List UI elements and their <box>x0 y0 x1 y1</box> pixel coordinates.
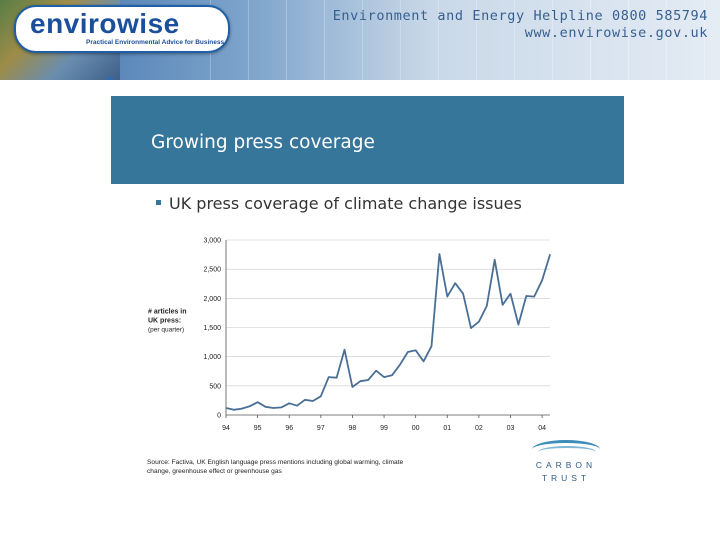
x-tick-label: 04 <box>538 425 546 432</box>
data-point <box>257 401 259 403</box>
x-tick-label: 99 <box>380 425 388 432</box>
y-axis-subtitle: (per quarter) <box>148 327 184 334</box>
data-point <box>430 345 433 347</box>
y-axis-title-line: UK press: <box>148 318 181 325</box>
data-point <box>359 380 361 382</box>
data-point <box>249 405 251 407</box>
data-point <box>454 282 456 284</box>
data-point <box>225 407 227 409</box>
data-point <box>296 405 298 407</box>
envirowise-logo[interactable]: envirowise Practical Environmental Advic… <box>14 5 230 53</box>
data-point <box>264 406 267 408</box>
data-point <box>549 253 551 256</box>
data-point <box>541 279 543 281</box>
data-point <box>478 321 480 323</box>
data-point <box>272 407 275 409</box>
data-point <box>407 351 409 353</box>
x-tick-label: 96 <box>285 425 293 432</box>
press-coverage-chart: 0 500 1,000 1,500 2,000 2,500 3,000 94 95 96 97 98 9… <box>148 238 551 432</box>
helpline-text: Environment and Energy Helpline 0800 585… <box>332 8 708 24</box>
x-tick-label: 97 <box>317 425 325 432</box>
data-point <box>241 407 243 410</box>
data-point <box>233 409 235 411</box>
data-point <box>501 304 504 306</box>
helpline-block: Environment and Energy Helpline 0800 585… <box>333 8 708 42</box>
x-tick-label: 03 <box>507 425 515 432</box>
x-tick-label: 00 <box>412 425 420 432</box>
data-point <box>320 395 322 397</box>
data-point <box>509 293 512 295</box>
x-tick-label: 01 <box>443 425 451 432</box>
data-point <box>375 370 377 372</box>
data-point <box>367 379 369 381</box>
data-point <box>494 259 496 261</box>
data-point <box>486 305 488 307</box>
logo-tagline: Practical Environmental Advice for Busin… <box>86 39 225 46</box>
data-point <box>383 376 385 378</box>
data-point <box>288 402 290 404</box>
data-point <box>422 360 425 362</box>
header-decoration <box>210 0 720 80</box>
carbon-trust-swoosh-icon <box>532 440 600 459</box>
data-point <box>328 376 330 378</box>
data-point <box>533 295 535 298</box>
data-point <box>312 400 314 402</box>
x-tick-label: 95 <box>254 425 262 432</box>
data-point <box>351 386 354 388</box>
carbon-trust-swoosh-icon-inner <box>538 446 596 458</box>
data-point <box>446 295 448 298</box>
series-line <box>225 253 551 411</box>
bullet-point: UK press coverage of climate change issu… <box>156 194 522 213</box>
x-tick-label: 94 <box>222 425 230 432</box>
x-tick-label: 02 <box>475 425 483 432</box>
data-point <box>280 406 282 409</box>
header-banner: envirowise Practical Environmental Advic… <box>0 0 720 80</box>
data-point <box>525 295 527 297</box>
bullet-square-icon <box>156 200 161 205</box>
data-point <box>470 327 472 329</box>
y-axis-title-line: # articles in <box>148 309 187 316</box>
data-point <box>462 293 464 295</box>
logo-text: envirowise <box>30 8 180 39</box>
y-tick-label: 2,000 <box>203 296 221 303</box>
data-point <box>517 323 519 326</box>
data-point <box>343 349 346 351</box>
slide-title: Growing press coverage <box>151 132 375 153</box>
carbon-trust-logo: CARBON TRUST <box>528 440 604 490</box>
title-band: Growing press coverage <box>111 96 624 184</box>
data-point <box>391 374 393 376</box>
trust-word: TRUST <box>541 473 591 483</box>
y-tick-label: 1,500 <box>203 325 221 332</box>
y-tick-label: 500 <box>209 383 221 390</box>
y-tick-label: 0 <box>217 413 221 420</box>
website-link[interactable]: www.envirowise.gov.uk <box>524 25 708 41</box>
bullet-text: UK press coverage of climate change issu… <box>169 194 522 213</box>
data-point <box>399 364 401 366</box>
data-point <box>415 349 417 351</box>
x-tick-label: 98 <box>349 425 357 432</box>
y-tick-label: 2,500 <box>203 267 221 274</box>
data-point <box>336 377 338 379</box>
y-axis-title: # articles in UK press: <box>148 309 187 325</box>
chart-source-note: Source: Factiva, UK English language pre… <box>147 459 404 475</box>
y-tick-label: 1,000 <box>203 354 221 361</box>
carbon-word: CARBON <box>535 460 597 470</box>
data-point <box>304 399 306 401</box>
data-point <box>438 253 440 255</box>
y-tick-label: 3,000 <box>203 238 221 245</box>
